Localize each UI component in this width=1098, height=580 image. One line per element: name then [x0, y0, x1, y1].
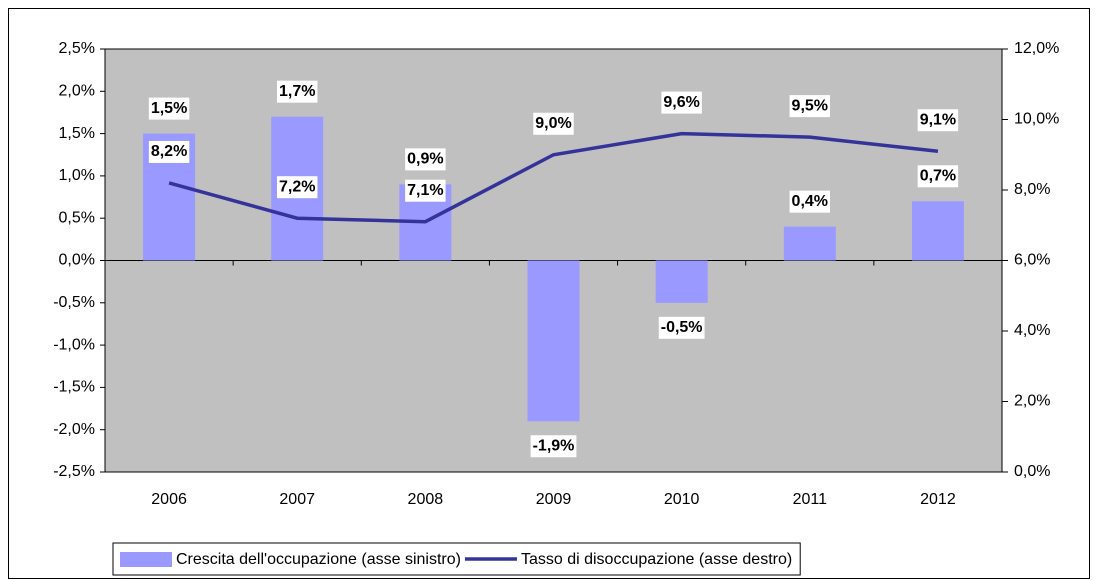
value-label: -1,9% — [533, 437, 575, 454]
value-label-bg — [789, 190, 831, 213]
value-label-bg — [405, 179, 446, 202]
value-label: 9,1% — [920, 111, 956, 128]
y-tick-label: 1,0% — [59, 167, 95, 184]
y-tick-label: 0,5% — [59, 209, 95, 226]
x-tick-label: 2012 — [920, 491, 956, 508]
y-tick-label: 2,5% — [59, 40, 95, 57]
x-tick-label: 2010 — [664, 491, 700, 508]
value-label-bg — [533, 112, 574, 135]
value-label: 0,9% — [407, 151, 443, 168]
value-label-bg — [658, 316, 705, 339]
value-label-bg — [148, 140, 190, 163]
value-label: 9,6% — [663, 94, 699, 111]
x-tick-label: 2007 — [279, 491, 315, 508]
value-label-bg — [661, 91, 702, 114]
value-label: 8,2% — [151, 143, 187, 160]
legend-swatch — [120, 552, 172, 567]
value-label: -0,5% — [661, 319, 703, 336]
y2-tick-label: 6,0% — [1014, 252, 1050, 269]
value-label-bg — [530, 435, 577, 458]
value-label-bg — [917, 165, 959, 188]
value-label: 1,5% — [151, 100, 187, 117]
y2-tick-label: 12,0% — [1014, 40, 1059, 57]
bar — [527, 260, 580, 422]
y-tick-label: 0,0% — [59, 252, 95, 269]
y2-tick-label: 8,0% — [1014, 181, 1050, 198]
y-tick-label: -1,5% — [53, 379, 95, 396]
y-tick-label: -2,5% — [53, 463, 95, 480]
value-label-bg — [276, 176, 318, 199]
legend — [112, 542, 801, 576]
value-label-bg — [917, 109, 959, 132]
x-tick-label: 2008 — [408, 491, 444, 508]
value-label-bg — [789, 95, 831, 118]
y2-tick-label: 2,0% — [1014, 393, 1050, 410]
value-label: 7,1% — [407, 182, 443, 199]
value-label: 7,2% — [279, 178, 315, 195]
value-label: 1,7% — [279, 83, 315, 100]
bar — [783, 226, 836, 261]
x-tick-label: 2009 — [536, 491, 572, 508]
value-label-bg — [405, 148, 446, 171]
y2-tick-label: 4,0% — [1014, 322, 1050, 339]
y-tick-label: -2,0% — [53, 421, 95, 438]
y2-tick-label: 10,0% — [1014, 111, 1059, 128]
x-tick-label: 2006 — [151, 491, 187, 508]
bar — [911, 201, 964, 261]
value-label: 9,0% — [535, 115, 571, 132]
y-tick-label: 1,5% — [59, 125, 95, 142]
y-tick-label: 2,0% — [59, 83, 95, 100]
value-label-bg — [148, 97, 190, 120]
legend-label: Tasso di disoccupazione (asse destro) — [521, 551, 792, 568]
bar — [655, 260, 708, 303]
value-label: 0,4% — [792, 193, 828, 210]
y2-tick-label: 0,0% — [1014, 463, 1050, 480]
y-tick-label: -1,0% — [53, 336, 95, 353]
legend-label: Crescita dell'occupazione (asse sinistro… — [176, 551, 461, 568]
line — [168, 131, 939, 224]
value-label: 9,5% — [792, 97, 828, 114]
value-label-bg — [276, 80, 318, 103]
value-label: 0,7% — [920, 167, 956, 184]
x-tick-label: 2011 — [793, 491, 828, 508]
y-tick-label: -0,5% — [53, 294, 95, 311]
